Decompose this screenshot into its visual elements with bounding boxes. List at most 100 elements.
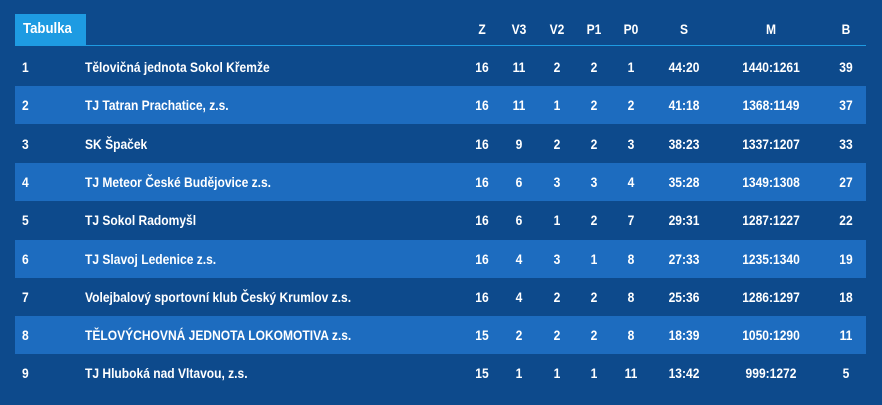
stat: 3 [553, 173, 561, 190]
stat: 5 [842, 365, 850, 382]
stat: 1440:1261 [742, 59, 800, 75]
stat: 16 [475, 135, 489, 152]
stat: 19 [839, 250, 853, 267]
stat: 8 [627, 327, 635, 344]
stat: 8 [627, 288, 635, 305]
stat: 3 [590, 173, 598, 190]
stat: 38:23 [668, 135, 700, 152]
team-name: TJ Tatran Prachatice, z.s. [85, 97, 229, 114]
stat: 2 [553, 288, 561, 305]
rank: 2 [22, 97, 29, 114]
stat: 13:42 [668, 365, 700, 382]
title-tab: Tabulka [15, 14, 86, 46]
team-name: TJ Hluboká nad Vltavou, z.s. [85, 365, 248, 382]
stat: 11 [512, 97, 526, 114]
stat: 2 [590, 288, 598, 305]
column-header: M [765, 21, 777, 37]
stat: 29:31 [668, 212, 700, 229]
stat: 2 [553, 327, 561, 344]
column-header: P1 [586, 21, 602, 37]
stat: 27 [839, 173, 853, 190]
stat: 4 [515, 288, 523, 305]
stat: 7 [627, 212, 635, 229]
stat: 2 [515, 327, 523, 344]
stat: 25:36 [668, 288, 700, 305]
stat: 15 [475, 327, 489, 344]
stat: 16 [475, 288, 489, 305]
stat: 16 [475, 59, 489, 75]
rank: 5 [22, 212, 29, 229]
stat: 2 [590, 327, 598, 344]
column-header: Z [478, 21, 486, 37]
column-header: B [841, 21, 851, 37]
rank: 6 [22, 250, 29, 267]
stat: 1 [553, 365, 561, 382]
team-name: TJ Sokol Radomyšl [85, 212, 197, 229]
stat: 37 [839, 97, 853, 114]
stat: 1 [553, 97, 561, 114]
rank: 9 [22, 365, 29, 382]
stat: 1 [590, 365, 598, 382]
stat: 1235:1340 [742, 250, 800, 267]
stat: 2 [590, 212, 598, 229]
stat: 11 [512, 59, 526, 75]
stat: 11 [839, 327, 853, 344]
stat: 39 [839, 59, 853, 75]
stat: 44:20 [668, 59, 700, 75]
stat: 2 [590, 135, 598, 152]
stat: 1050:1290 [742, 327, 800, 344]
stat: 18:39 [668, 327, 700, 344]
stat: 1368:1149 [742, 97, 800, 114]
rank: 3 [22, 135, 29, 152]
stat: 2 [553, 59, 561, 75]
rank: 8 [22, 327, 29, 344]
stat: 1 [627, 59, 635, 75]
stat: 3 [553, 250, 561, 267]
column-header: V3 [511, 21, 527, 37]
stat: 27:33 [668, 250, 700, 267]
header-line [15, 45, 866, 46]
column-header: S [679, 21, 689, 37]
stat: 1287:1227 [742, 212, 800, 229]
team-name: TJ Meteor České Budějovice z.s. [85, 173, 272, 190]
stat: 33 [839, 135, 853, 152]
stat: 999:1272 [745, 365, 797, 382]
stat: 16 [475, 250, 489, 267]
stat: 22 [839, 212, 853, 229]
team-name: TĚLOVÝCHOVNÁ JEDNOTA LOKOMOTIVA z.s. [85, 327, 352, 344]
stat: 1286:1297 [742, 288, 800, 305]
column-header: P0 [623, 21, 639, 37]
rank: 1 [22, 59, 29, 75]
stat: 16 [475, 173, 489, 190]
stat: 1 [553, 212, 561, 229]
stat: 16 [475, 212, 489, 229]
stat: 2 [590, 97, 598, 114]
team-name: Tělovičná jednota Sokol Křemže [85, 59, 270, 75]
stat: 2 [627, 97, 635, 114]
rank: 7 [22, 288, 29, 305]
row-stripe [15, 239, 866, 278]
stat: 3 [627, 135, 635, 152]
stat: 1 [590, 250, 598, 267]
row-stripe [15, 162, 866, 201]
stat: 6 [515, 173, 523, 190]
row-stripe [15, 316, 866, 355]
stat: 1349:1308 [742, 173, 800, 190]
team-name: SK Špaček [85, 135, 148, 152]
title: Tabulka [23, 20, 72, 37]
stat: 1 [515, 365, 523, 382]
stat: 15 [475, 365, 489, 382]
stat: 9 [515, 135, 523, 152]
stat: 11 [624, 365, 638, 382]
rank: 4 [22, 173, 29, 190]
stat: 18 [839, 288, 853, 305]
stat: 41:18 [668, 97, 700, 114]
stat: 4 [627, 173, 635, 190]
stat: 16 [475, 97, 489, 114]
stat: 2 [590, 59, 598, 75]
stat: 4 [515, 250, 523, 267]
stat: 2 [553, 135, 561, 152]
stat: 6 [515, 212, 523, 229]
team-name: Volejbalový sportovní klub Český Krumlov… [85, 288, 352, 305]
